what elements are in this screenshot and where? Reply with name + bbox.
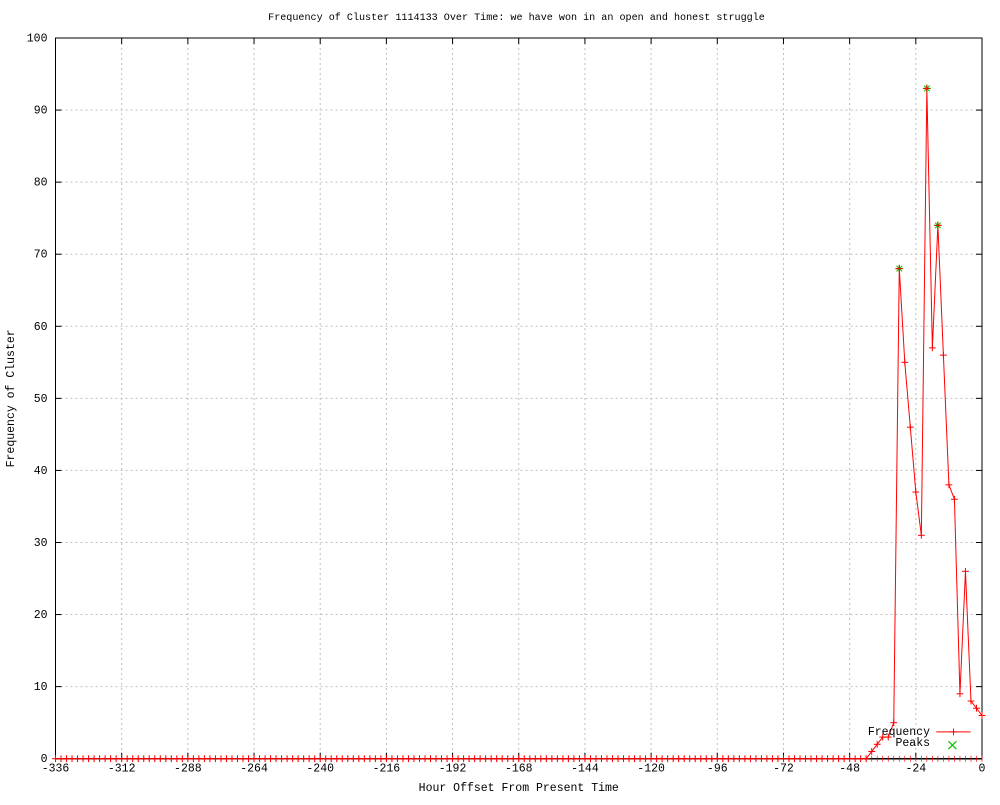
svg-text:-288: -288 (174, 763, 202, 776)
svg-text:90: 90 (34, 105, 48, 118)
svg-text:50: 50 (34, 393, 48, 406)
svg-text:-240: -240 (306, 763, 334, 776)
svg-text:0: 0 (979, 763, 986, 776)
svg-text:Frequency of Cluster: Frequency of Cluster (5, 329, 18, 467)
svg-text:Peaks: Peaks (895, 737, 930, 750)
svg-text:-24: -24 (905, 763, 926, 776)
svg-text:Frequency of Cluster 1114133 O: Frequency of Cluster 1114133 Over Time: … (268, 12, 765, 24)
svg-text:-120: -120 (637, 763, 665, 776)
svg-text:60: 60 (34, 321, 48, 334)
svg-text:-264: -264 (240, 763, 268, 776)
svg-text:-336: -336 (42, 763, 70, 776)
svg-text:-96: -96 (707, 763, 728, 776)
svg-text:-192: -192 (439, 763, 467, 776)
svg-text:-312: -312 (108, 763, 136, 776)
svg-text:-48: -48 (839, 763, 860, 776)
svg-text:-216: -216 (373, 763, 401, 776)
svg-text:10: 10 (34, 681, 48, 694)
svg-text:20: 20 (34, 609, 48, 622)
svg-text:-144: -144 (571, 763, 599, 776)
svg-text:40: 40 (34, 465, 48, 478)
svg-text:80: 80 (34, 177, 48, 190)
svg-text:Hour Offset From Present Time: Hour Offset From Present Time (419, 782, 619, 795)
svg-text:30: 30 (34, 537, 48, 550)
svg-text:-168: -168 (505, 763, 533, 776)
svg-text:100: 100 (27, 33, 48, 46)
svg-text:-72: -72 (773, 763, 794, 776)
svg-text:70: 70 (34, 249, 48, 262)
